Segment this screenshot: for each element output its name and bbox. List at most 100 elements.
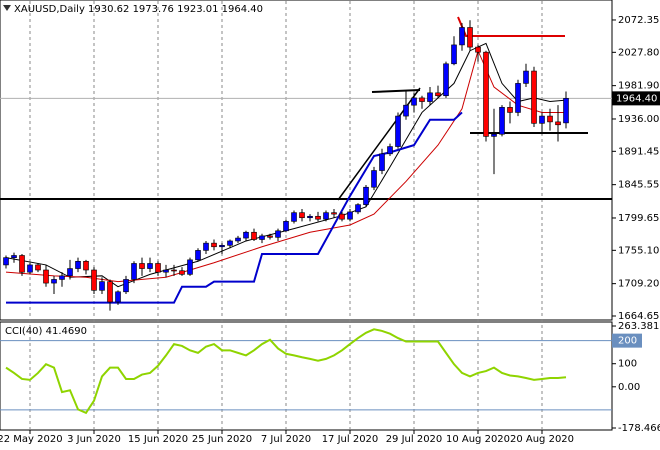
y-tick-label: 0.00 xyxy=(618,382,640,393)
candle-body xyxy=(75,260,81,269)
candle-body xyxy=(299,212,305,219)
candle-body xyxy=(43,269,49,284)
x-tick-label: 20 Aug 2020 xyxy=(510,434,574,445)
candle-body xyxy=(155,263,161,273)
x-tick-label: 29 Jul 2020 xyxy=(386,434,443,445)
candle-body xyxy=(451,44,457,65)
y-tick-label: 1981.90 xyxy=(618,81,659,92)
candle-body xyxy=(171,269,177,272)
candle-body xyxy=(307,215,313,219)
cci-line xyxy=(5,328,567,415)
candle-body xyxy=(363,186,369,205)
candle-body xyxy=(251,231,257,240)
trend-line xyxy=(371,89,421,93)
candle-body xyxy=(267,235,273,238)
candle-body xyxy=(19,255,25,273)
indicator-line xyxy=(6,111,463,304)
candle-body xyxy=(379,153,385,171)
candle-body xyxy=(315,215,321,220)
candle-body xyxy=(35,264,41,271)
candle-body xyxy=(3,257,9,266)
candle-body xyxy=(531,70,537,124)
candle-body xyxy=(331,212,337,215)
candle-body xyxy=(123,279,129,293)
candle-body xyxy=(107,281,113,303)
candle-body xyxy=(27,264,33,273)
y-tick-label: 100 xyxy=(618,359,637,370)
y-tick-label: 1664.65 xyxy=(618,311,659,322)
y-tick-label: 1845.55 xyxy=(618,180,659,191)
candle-body xyxy=(227,240,233,246)
candle-body xyxy=(395,115,401,147)
x-tick-label: 15 Jun 2020 xyxy=(128,434,188,445)
candle-body xyxy=(427,92,433,102)
candle-body xyxy=(147,263,153,269)
candle-body xyxy=(403,104,409,117)
candle-body xyxy=(211,242,217,248)
x-tick-label: 25 Jun 2020 xyxy=(192,434,252,445)
candle-body xyxy=(355,204,361,213)
candle-body xyxy=(475,46,481,53)
x-tick-label: 3 Jun 2020 xyxy=(67,434,121,445)
candle-body xyxy=(347,211,353,220)
y-tick-label: 1709.20 xyxy=(618,279,659,290)
candle-body xyxy=(499,107,505,135)
y-tick-label: 1936.00 xyxy=(618,114,659,125)
x-tick-label: 17 Jul 2020 xyxy=(322,434,379,445)
candle-body xyxy=(131,263,137,280)
candle-body xyxy=(11,255,17,258)
y-tick-label: 1799.65 xyxy=(618,213,659,224)
candle-body xyxy=(507,107,513,113)
candle-body xyxy=(563,98,569,124)
main-panel xyxy=(0,0,613,321)
candle-body xyxy=(371,170,377,188)
candle-body xyxy=(467,27,473,48)
candle-body xyxy=(195,250,201,261)
candle-body xyxy=(443,63,449,97)
level-label-box xyxy=(612,333,642,348)
candle-body xyxy=(339,213,345,220)
indicator-line xyxy=(5,49,566,283)
chart-title: XAUUSD,Daily 1930.62 1973.76 1923.01 196… xyxy=(14,4,263,15)
candle-body xyxy=(83,260,89,271)
indicator-title: CCI(40) 41.4690 xyxy=(5,326,87,337)
y-tick-label: 1755.10 xyxy=(618,245,659,256)
candle-body xyxy=(235,237,241,242)
candle-body xyxy=(187,259,193,275)
candle-body xyxy=(547,115,553,123)
candle-body xyxy=(435,92,441,97)
candle-body xyxy=(179,270,185,275)
candle-body xyxy=(51,279,57,284)
candle-body xyxy=(115,291,121,303)
candle-body xyxy=(219,245,225,248)
current-price-label: 1964.40 xyxy=(616,93,657,104)
candle-body xyxy=(139,263,145,269)
x-tick-label: 22 May 2020 xyxy=(0,434,63,445)
candle-body xyxy=(387,146,393,155)
candle-body xyxy=(459,27,465,46)
candle-body xyxy=(59,275,65,280)
y-tick-label: 1891.45 xyxy=(618,146,659,157)
candle-body xyxy=(67,268,73,277)
candle-body xyxy=(523,70,529,84)
candle-body xyxy=(91,269,97,291)
candle-body xyxy=(283,221,289,232)
candle-body xyxy=(555,121,561,126)
current-price-box xyxy=(612,91,660,106)
candle-body xyxy=(203,242,209,251)
x-tick-label: 10 Aug 2020 xyxy=(446,434,510,445)
candle-body xyxy=(411,97,417,106)
candle-body xyxy=(419,97,425,102)
x-tick-label: 7 Jul 2020 xyxy=(261,434,311,445)
candle-body xyxy=(515,83,521,113)
candle-body xyxy=(323,212,329,220)
candle-body xyxy=(243,231,249,239)
y-tick-label: 263.3813 xyxy=(618,321,660,332)
y-tick-label: 2027.80 xyxy=(618,47,659,58)
candle-body xyxy=(275,230,281,238)
y-tick-label: 200 xyxy=(618,336,637,347)
candle-body xyxy=(163,269,169,273)
y-tick-label: 2072.35 xyxy=(618,15,659,26)
symbol-icon xyxy=(3,5,11,11)
